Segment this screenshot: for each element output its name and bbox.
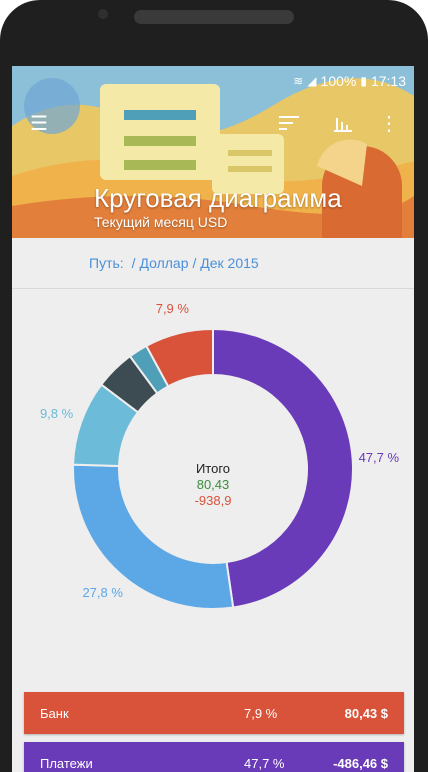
breadcrumb-item-period[interactable]: / Дек 2015 [192, 255, 259, 271]
breadcrumb-label: Путь: [89, 255, 124, 271]
list-item-payments[interactable]: Платежи 47,7 % -486,46 $ [24, 742, 404, 772]
total-label: Итого [195, 461, 231, 476]
list-item-bank[interactable]: Банк 7,9 % 80,43 $ [24, 692, 404, 734]
page-title: Круговая диаграмма [94, 183, 342, 213]
hamburger-icon: ☰ [30, 112, 48, 135]
row-name: Платежи [40, 755, 93, 771]
app-screen: ≋ ◢ 100% ▮ 17:13 ☰ [12, 66, 414, 772]
front-camera [98, 9, 108, 19]
donut-chart: Итого 80,43 -938,9 47,7 % 27,8 % 9,8 % 7,9 … [12, 289, 414, 689]
header-illustration [12, 66, 414, 238]
slice-percent-label: 7,9 % [155, 300, 189, 316]
wifi-icon: ≋ [293, 74, 304, 88]
overflow-menu-button[interactable]: ⋮ [374, 108, 404, 138]
page-subtitle: Текущий месяц USD [94, 214, 228, 230]
donut-slice-5[interactable] [144, 327, 214, 388]
row-amount: -486,46 $ [333, 755, 388, 771]
menu-button[interactable]: ☰ [24, 108, 54, 138]
row-amount: 80,43 $ [344, 705, 388, 721]
battery-icon: ▮ [360, 74, 367, 88]
total-income: 80,43 [196, 477, 230, 492]
breadcrumb-item-currency[interactable]: / Доллар [131, 255, 189, 271]
slice-percent-label: 9,8 % [39, 406, 74, 422]
more-vert-icon: ⋮ [379, 112, 399, 135]
total-expense: -938,9 [194, 493, 232, 508]
donut-slice-0[interactable] [212, 327, 354, 609]
slice-percent-label: 47,7 % [358, 449, 400, 465]
row-name: Банк [40, 705, 69, 721]
clock: 17:13 [370, 73, 406, 89]
status-bar: ≋ ◢ 100% ▮ 17:13 [293, 70, 406, 92]
app-header: ≋ ◢ 100% ▮ 17:13 ☰ [12, 66, 414, 238]
bar-chart-icon [334, 118, 352, 132]
donut-chart-svg [72, 327, 354, 610]
speaker-grille [134, 10, 294, 24]
chart-center-summary: Итого 80,43 -938,9 [158, 461, 268, 509]
chart-type-button[interactable] [328, 108, 358, 138]
battery-level: 100% [320, 73, 357, 89]
sort-button[interactable] [274, 108, 304, 138]
row-percent: 7,9 % [244, 705, 278, 721]
breadcrumb: Путь: / Доллар / Дек 2015 [12, 238, 414, 289]
signal-icon: ◢ [307, 74, 317, 88]
slice-percent-label: 27,8 % [82, 585, 123, 601]
row-percent: 47,7 % [244, 755, 285, 771]
sort-icon [279, 116, 299, 130]
